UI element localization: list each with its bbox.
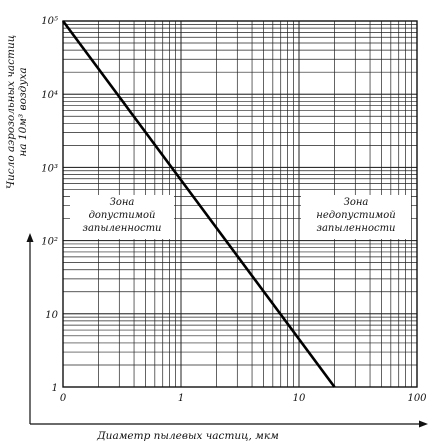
plot-frame xyxy=(62,20,418,388)
left-zone-annotation: Зона допустимой запыленности xyxy=(70,195,174,239)
y-axis-arrow xyxy=(26,233,34,424)
x-axis-label: Диаметр пылевых частиц, мкм xyxy=(96,430,279,442)
right-zone-box xyxy=(301,195,411,239)
y-axis-label-line-1: Число аэрозольных частиц xyxy=(5,35,17,189)
left-zone-box xyxy=(70,195,174,239)
right-zone-line-2: недопустимой xyxy=(316,210,395,221)
x-tick-label: 10 xyxy=(293,393,306,404)
y-axis-label-line-2: на 10м³ воздуха xyxy=(17,67,29,156)
x-tick-label: 0 xyxy=(60,393,67,404)
y-tick-label: 1 xyxy=(52,383,58,394)
series-line xyxy=(61,20,336,388)
series-group xyxy=(61,20,336,388)
grid xyxy=(63,20,418,387)
y-tick-labels: 1 10 10² 10³ 10⁴ 10⁵ xyxy=(41,16,58,394)
y-tick-label: 10 xyxy=(45,310,58,321)
right-zone-annotation: Зона недопустимой запыленности xyxy=(301,195,411,239)
y-tick-label: 10⁵ xyxy=(41,16,58,27)
y-tick-label: 10³ xyxy=(41,163,58,174)
x-tick-labels: 0 1 10 100 xyxy=(60,393,427,404)
left-zone-line-2: допустимой xyxy=(89,210,156,221)
right-zone-line-3: запыленности xyxy=(316,223,395,234)
x-axis-arrow xyxy=(30,420,428,428)
right-zone-line-1: Зона xyxy=(344,197,369,208)
left-zone-line-3: запыленности xyxy=(82,223,161,234)
y-tick-label: 10⁴ xyxy=(41,90,58,101)
x-tick-label: 100 xyxy=(407,393,427,404)
x-tick-label: 1 xyxy=(178,393,184,404)
left-zone-line-1: Зона xyxy=(110,197,135,208)
y-tick-label: 10² xyxy=(41,237,58,248)
